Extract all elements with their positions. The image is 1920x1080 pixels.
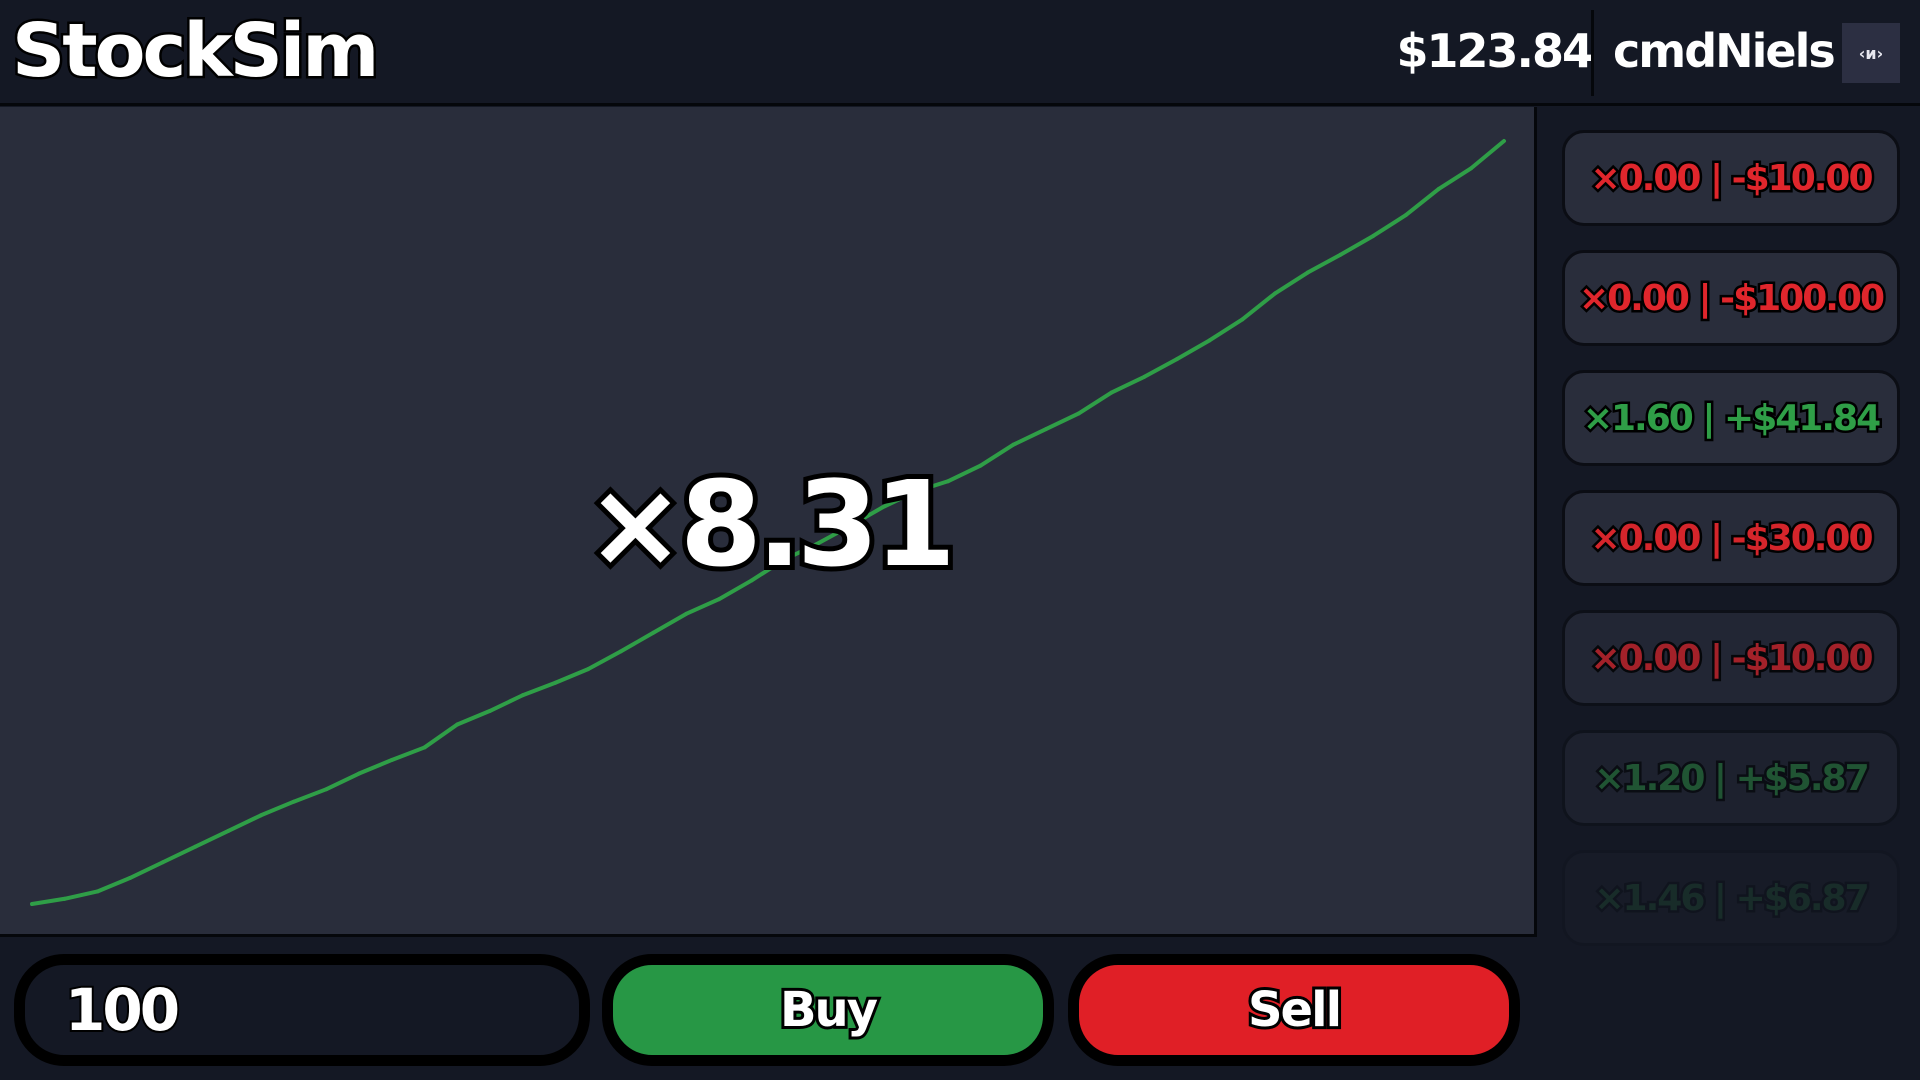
chart-line-segment bbox=[357, 757, 394, 776]
chart-line-segment bbox=[30, 896, 67, 906]
chart-line-segment bbox=[1403, 187, 1441, 218]
chart-line-segment bbox=[618, 630, 656, 654]
chart-line-segment bbox=[520, 680, 558, 698]
chart-line-segment bbox=[422, 722, 460, 750]
chart-line-segment bbox=[258, 799, 296, 818]
app-logo: StockSim bbox=[9, 6, 381, 97]
balance: $123.84 bbox=[1396, 24, 1594, 78]
chart-line-segment bbox=[389, 745, 427, 762]
chart-line-segment bbox=[782, 541, 820, 562]
buy-button[interactable]: Buy bbox=[602, 954, 1054, 1066]
chart-line-segment bbox=[880, 489, 918, 510]
username: cmdNiels bbox=[1613, 24, 1836, 78]
chart-line-segment bbox=[1044, 411, 1081, 432]
history-sidebar: ×0.00 | -$10.00 ×0.00 | -$100.00 ×1.60 | +… bbox=[1540, 107, 1920, 1080]
chart-line-segment bbox=[1436, 166, 1474, 192]
chart-line-segment bbox=[324, 771, 362, 792]
history-item: ×0.00 | -$30.00 bbox=[1562, 490, 1900, 586]
history-item: ×1.46 | +$6.87 bbox=[1562, 850, 1900, 946]
user-menu-button[interactable]: ‹и› bbox=[1842, 23, 1900, 83]
chart-line-segment bbox=[1174, 338, 1212, 362]
chart-line-segment bbox=[553, 667, 591, 685]
chart-line-segment bbox=[1273, 270, 1310, 296]
chart-line-segment bbox=[913, 479, 950, 494]
chart-line-segment bbox=[978, 442, 1016, 468]
chart-line-segment bbox=[945, 463, 983, 484]
sell-button[interactable]: Sell bbox=[1068, 954, 1520, 1066]
price-chart: ×8.31 bbox=[0, 107, 1537, 937]
chart-line-segment bbox=[1076, 390, 1114, 416]
chart-line-segment bbox=[226, 813, 263, 833]
chart-line-segment bbox=[455, 708, 492, 727]
history-item: ×0.00 | -$10.00 bbox=[1562, 610, 1900, 706]
chart-line-segment bbox=[815, 524, 852, 546]
header: StockSim $123.84 cmdNiels ‹и› bbox=[0, 0, 1920, 106]
chart-line-segment bbox=[1240, 291, 1278, 322]
history-item: ×1.20 | +$5.87 bbox=[1562, 730, 1900, 826]
chart-line-segment bbox=[1207, 317, 1245, 343]
chart-line-segment bbox=[1142, 357, 1179, 379]
multiplier-label: ×8.31 bbox=[581, 450, 961, 598]
chart-line-segment bbox=[487, 693, 525, 713]
chart-line-segment bbox=[1371, 213, 1408, 238]
history-item: ×1.60 | +$41.84 bbox=[1562, 370, 1900, 466]
chart-line-segment bbox=[651, 611, 689, 635]
chart-line-segment bbox=[95, 875, 133, 894]
amount-input[interactable]: 100 bbox=[14, 954, 590, 1066]
chart-line-segment bbox=[716, 578, 754, 602]
history-item: ×0.00 | -$10.00 bbox=[1562, 130, 1900, 226]
chart-line-segment bbox=[1469, 139, 1506, 171]
chart-line-segment bbox=[586, 649, 623, 672]
chart-line-segment bbox=[1109, 374, 1147, 395]
chart-line-segment bbox=[160, 844, 198, 865]
chart-line-segment bbox=[1305, 252, 1343, 275]
chart-line-segment bbox=[128, 860, 165, 880]
chart-line-segment bbox=[1011, 427, 1049, 447]
chart-line-segment bbox=[749, 557, 787, 583]
chart-line-segment bbox=[62, 889, 100, 901]
divider bbox=[1591, 10, 1594, 96]
chart-svg bbox=[30, 139, 1506, 906]
chart-line-segment bbox=[1338, 233, 1376, 257]
chart-line-segment bbox=[847, 505, 885, 529]
history-item: ×0.00 | -$100.00 bbox=[1562, 250, 1900, 346]
chart-line-segment bbox=[291, 787, 329, 804]
chart-line-segment bbox=[193, 828, 231, 849]
chart-line-segment bbox=[684, 597, 721, 616]
trade-controls: 100 Buy Sell bbox=[0, 940, 1537, 1080]
